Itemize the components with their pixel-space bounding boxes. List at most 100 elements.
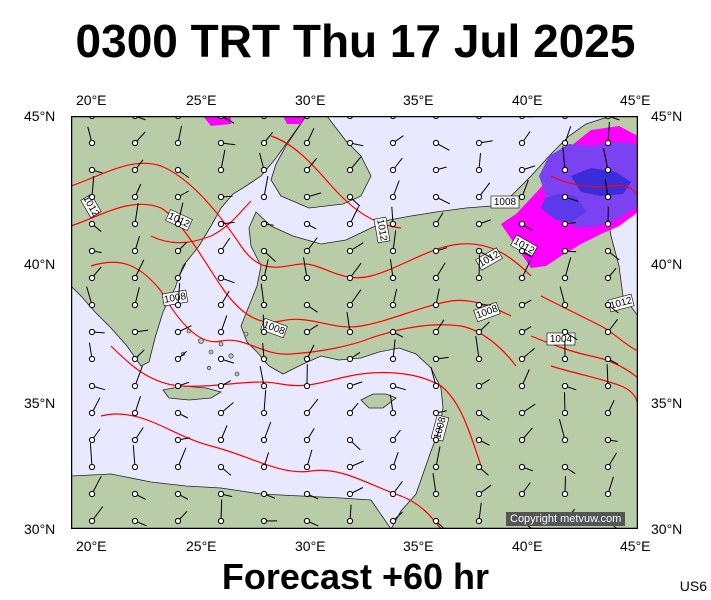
wind-barb xyxy=(432,355,449,363)
wind-barb xyxy=(518,369,530,390)
precip-field xyxy=(203,116,638,268)
wind-barb xyxy=(303,517,319,527)
wind-barb xyxy=(217,139,236,147)
wind-barb xyxy=(432,262,446,282)
wind-barb xyxy=(346,242,364,255)
wind-barb xyxy=(131,159,144,174)
wind-barb xyxy=(260,247,276,262)
wind-barb xyxy=(174,166,189,178)
wind-barb xyxy=(346,156,362,174)
isobars xyxy=(71,135,638,529)
wind-barb xyxy=(131,396,141,417)
wind-barb xyxy=(217,355,235,364)
wind-barb xyxy=(389,339,397,363)
wind-barb xyxy=(303,257,311,282)
wind-barb xyxy=(217,402,234,417)
wind-barb xyxy=(217,193,233,201)
wind-barb xyxy=(303,128,315,147)
wind-barb xyxy=(346,289,362,309)
wind-barb xyxy=(217,499,225,525)
wind-barb xyxy=(303,192,322,201)
wind-barb xyxy=(604,206,612,228)
wind-barb xyxy=(87,126,96,147)
lon-label-bottom: 30°E xyxy=(295,538,326,554)
wind-barb xyxy=(88,220,102,232)
wind-barb xyxy=(346,351,361,363)
wind-barb xyxy=(432,517,446,529)
wind-barb xyxy=(260,220,274,228)
wind-barb xyxy=(432,288,440,309)
wind-barb xyxy=(604,476,614,498)
wind-barb xyxy=(259,366,268,390)
wind-barb xyxy=(475,436,490,446)
copyright-notice: Copyright metvuw.com xyxy=(506,512,626,526)
wind-barb xyxy=(389,452,399,471)
isobar-label: 1008 xyxy=(163,291,187,306)
wind-barb xyxy=(432,166,447,174)
wind-barb xyxy=(260,490,276,499)
wind-barb xyxy=(475,301,492,309)
wind-barb xyxy=(518,180,529,201)
isobar-label: 1012 xyxy=(374,218,389,242)
wind-barb xyxy=(303,364,311,390)
wind-barb xyxy=(174,125,183,147)
wind-barb xyxy=(260,421,272,444)
lat-label-right: 30°N xyxy=(651,521,683,537)
wind-barb xyxy=(389,180,400,201)
lon-label-top: 20°E xyxy=(76,92,107,108)
wind-barb xyxy=(430,366,440,390)
wind-barb xyxy=(518,299,532,309)
wind-barb xyxy=(303,449,313,471)
wind-barb xyxy=(88,176,96,201)
wind-barb xyxy=(432,473,440,498)
wind-barb xyxy=(303,428,315,444)
lat-label-right: 40°N xyxy=(651,256,683,272)
wind-barb xyxy=(174,263,187,282)
wind-barb xyxy=(346,262,362,282)
wind-barb xyxy=(558,418,569,444)
wind-barb xyxy=(475,335,483,363)
wind-barb xyxy=(88,342,96,363)
wind-barb xyxy=(88,166,103,174)
wind-barb xyxy=(475,502,483,525)
wind-barb xyxy=(389,394,397,417)
lon-label-top: 30°E xyxy=(295,92,326,108)
wind-barb xyxy=(260,259,269,282)
wind-barb xyxy=(604,355,619,365)
wind-barb xyxy=(88,247,102,255)
wind-barb xyxy=(389,328,404,338)
wind-barb xyxy=(131,259,145,282)
wind-barb xyxy=(475,409,490,421)
wind-barb xyxy=(131,287,140,309)
wind-barb xyxy=(432,193,451,205)
lon-label-bottom: 40°E xyxy=(512,538,543,554)
weather-map: 1012 1012 1012 1008 1008 1008 1012 1012 … xyxy=(71,116,638,529)
wind-barb xyxy=(217,425,228,444)
wind-barb xyxy=(217,463,232,476)
wind-barb xyxy=(174,282,182,309)
lat-label-left: 35°N xyxy=(24,395,56,411)
wind-barb xyxy=(303,324,319,336)
wind-barb xyxy=(561,463,576,475)
wind-barb xyxy=(174,350,187,363)
wind-barb xyxy=(518,220,533,232)
wind-barb xyxy=(561,126,572,147)
wind-barb xyxy=(518,258,532,282)
wind-barb xyxy=(217,380,232,390)
wind-barb xyxy=(561,339,569,363)
lon-label-top: 40°E xyxy=(512,92,543,108)
lat-label-right: 45°N xyxy=(651,108,683,124)
wind-barb xyxy=(88,397,101,417)
isobar-label: 1004 xyxy=(550,334,573,345)
wind-barb xyxy=(432,319,445,336)
wind-barb xyxy=(88,428,101,444)
lat-label-left: 30°N xyxy=(24,521,56,537)
wind-barb xyxy=(259,152,268,174)
wind-barb xyxy=(561,220,577,228)
wind-barb xyxy=(174,190,189,201)
wind-barb xyxy=(174,325,192,336)
map-frame xyxy=(71,116,638,529)
wind-barb xyxy=(389,288,398,309)
wind-barb xyxy=(518,247,532,257)
wind-barb xyxy=(561,328,578,341)
